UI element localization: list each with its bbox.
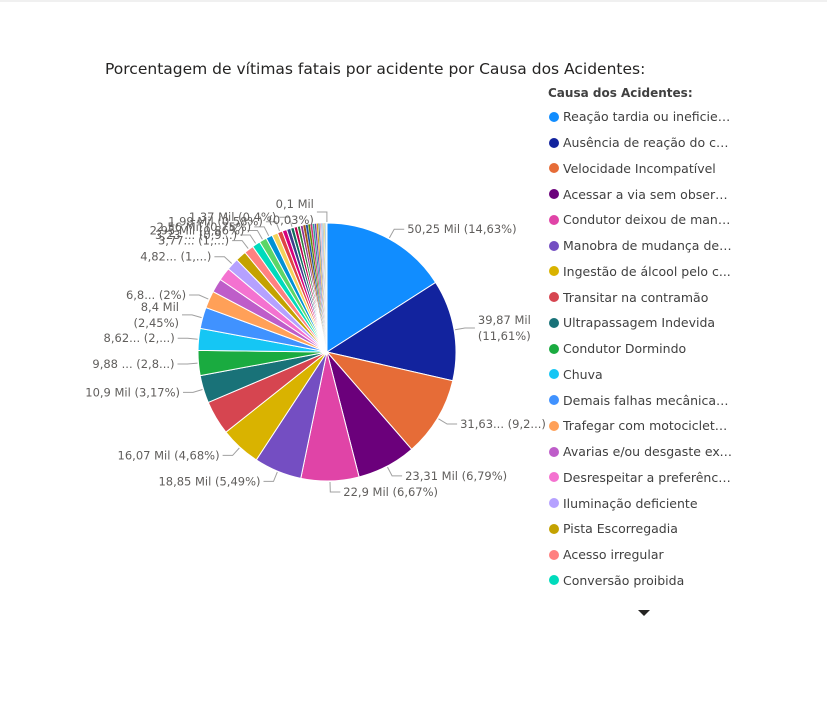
legend-dot-icon (549, 241, 559, 251)
legend-item[interactable]: Pista Escorregadia (548, 516, 738, 542)
legend-label: Transitar na contramão (563, 290, 733, 305)
legend-item[interactable]: Ultrapassagem Indevida (548, 310, 738, 336)
legend-dot-icon (549, 344, 559, 354)
data-label: 39,87 Mil (478, 313, 531, 327)
legend-title: Causa dos Acidentes: (548, 84, 738, 104)
leader-line (455, 328, 475, 330)
legend-dot-icon (549, 112, 559, 122)
legend-item[interactable]: Ausência de reação do co... (548, 130, 738, 156)
legend-label: Condutor deixou de mant... (563, 212, 733, 227)
legend-item[interactable]: Reação tardia ou ineficien... (548, 104, 738, 130)
leader-line (189, 295, 208, 299)
legend-dot-icon (549, 395, 559, 405)
leader-line (389, 229, 404, 238)
leader-line (183, 390, 203, 393)
data-label: 10,9 Mil (3,17%) (85, 385, 180, 399)
legend-dot-icon (549, 266, 559, 276)
legend-item[interactable]: Iluminação deficiente (548, 490, 738, 516)
legend-label: Reação tardia ou ineficien... (563, 109, 733, 124)
data-label: 4,82... (1,...) (140, 250, 211, 264)
data-label: 6,8... (2%) (126, 288, 186, 302)
legend-label: Acesso irregular (563, 547, 733, 562)
leader-line (182, 315, 202, 318)
legend-label: Acessar a via sem observa... (563, 187, 733, 202)
data-label: (11,61%) (478, 329, 531, 343)
legend-label: Ausência de reação do co... (563, 135, 733, 150)
legend-dot-icon (549, 189, 559, 199)
legend-dot-icon (549, 318, 559, 328)
data-label: 18,85 Mil (5,49%) (158, 474, 260, 488)
legend-item[interactable]: Velocidade Incompatível (548, 156, 738, 182)
leader-line (317, 212, 327, 222)
legend-label: Trafegar com motocicleta ... (563, 418, 733, 433)
data-label: (0,03%) (268, 213, 314, 227)
leader-line (214, 257, 231, 264)
leader-line (178, 363, 198, 364)
data-label: (2,45%) (133, 316, 179, 330)
legend-label: Avarias e/ou desgaste exc... (563, 444, 733, 459)
legend-label: Conversão proibida (563, 573, 733, 588)
data-label: 8,62... (2,...) (104, 331, 175, 345)
legend-item[interactable]: Condutor Dormindo (548, 336, 738, 362)
legend-dot-icon (549, 163, 559, 173)
legend-item[interactable]: Condutor deixou de mant... (548, 207, 738, 233)
data-label: 8,4 Mil (141, 300, 179, 314)
legend-dot-icon (549, 369, 559, 379)
data-label: 1,37 Mil (0,4%) (189, 210, 276, 224)
legend-label: Ingestão de álcool pelo c... (563, 264, 733, 279)
legend-item[interactable]: Demais falhas mecânicas ... (548, 387, 738, 413)
legend-label: Velocidade Incompatível (563, 161, 733, 176)
legend-dot-icon (549, 138, 559, 148)
data-label: 22,9 Mil (6,67%) (343, 485, 438, 499)
legend: Causa dos Acidentes: Reação tardia ou in… (548, 84, 738, 593)
legend-dot-icon (549, 575, 559, 585)
legend-item[interactable]: Chuva (548, 362, 738, 388)
legend-item[interactable]: Desrespeitar a preferência... (548, 465, 738, 491)
legend-label: Ultrapassagem Indevida (563, 315, 733, 330)
legend-item[interactable]: Ingestão de álcool pelo c... (548, 259, 738, 285)
leader-line (223, 448, 240, 455)
legend-item[interactable]: Trafegar com motocicleta ... (548, 413, 738, 439)
legend-dot-icon (549, 292, 559, 302)
legend-label: Iluminação deficiente (563, 496, 733, 511)
data-label: 50,25 Mil (14,63%) (407, 222, 516, 236)
legend-item[interactable]: Acesso irregular (548, 542, 738, 568)
leader-line (264, 472, 278, 481)
leader-line (388, 467, 403, 476)
legend-label: Pista Escorregadia (563, 521, 733, 536)
legend-dot-icon (549, 215, 559, 225)
legend-item[interactable]: Conversão proibida (548, 568, 738, 594)
triangle-down-icon[interactable] (638, 610, 650, 616)
legend-dot-icon (549, 421, 559, 431)
legend-item[interactable]: Avarias e/ou desgaste exc... (548, 439, 738, 465)
legend-label: Condutor Dormindo (563, 341, 733, 356)
legend-dot-icon (549, 550, 559, 560)
legend-dot-icon (549, 472, 559, 482)
leader-line (439, 419, 458, 424)
legend-item[interactable]: Transitar na contramão (548, 284, 738, 310)
leader-line (178, 338, 198, 339)
legend-dot-icon (549, 447, 559, 457)
legend-label: Manobra de mudança de ... (563, 238, 733, 253)
legend-dot-icon (549, 524, 559, 534)
legend-dot-icon (549, 498, 559, 508)
data-label: 9,88 ... (2,8...) (92, 357, 174, 371)
data-label: 16,07 Mil (4,68%) (118, 448, 220, 462)
legend-item[interactable]: Manobra de mudança de ... (548, 233, 738, 259)
leader-line (330, 482, 340, 492)
legend-label: Demais falhas mecânicas ... (563, 393, 733, 408)
data-label: 0,1 Mil (276, 197, 314, 211)
legend-label: Chuva (563, 367, 733, 382)
legend-item[interactable]: Acessar a via sem observa... (548, 181, 738, 207)
data-label: 31,63... (9,2...) (460, 417, 546, 431)
legend-label: Desrespeitar a preferência... (563, 470, 733, 485)
data-label: 23,31 Mil (6,79%) (405, 469, 507, 483)
